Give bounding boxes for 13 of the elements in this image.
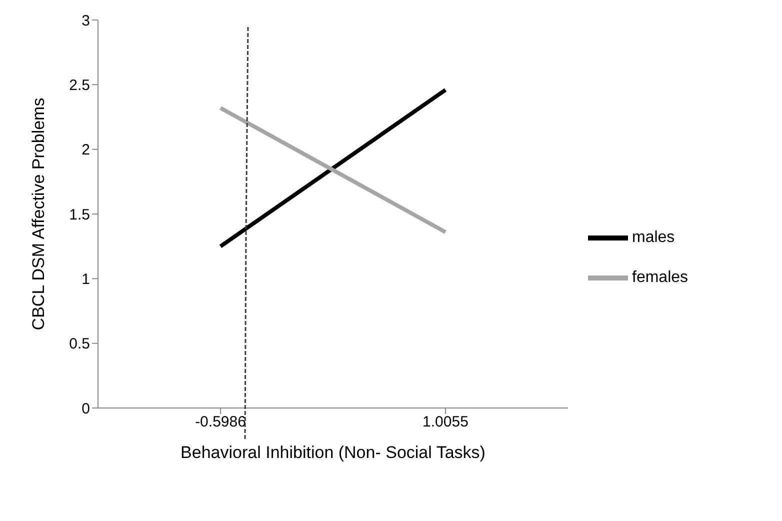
y-axis-title: CBCL DSM Affective Problems bbox=[29, 98, 48, 330]
legend-label: males bbox=[632, 229, 675, 246]
x-tick-label: -0.5986 bbox=[195, 414, 246, 431]
y-tick-label: 3 bbox=[82, 12, 90, 30]
y-tick-label: 1 bbox=[82, 270, 90, 288]
y-tick-label: 2.5 bbox=[69, 76, 90, 94]
y-tick-label: 0.5 bbox=[69, 336, 90, 353]
legend-label: females bbox=[632, 269, 688, 286]
y-tick-label: 2 bbox=[82, 142, 90, 159]
y-tick-label: 0 bbox=[82, 400, 90, 418]
x-axis-title: Behavioral Inhibition (Non- Social Tasks) bbox=[180, 443, 486, 462]
y-tick-label: 1.5 bbox=[69, 206, 90, 224]
x-tick-label: 1.0055 bbox=[422, 414, 468, 431]
